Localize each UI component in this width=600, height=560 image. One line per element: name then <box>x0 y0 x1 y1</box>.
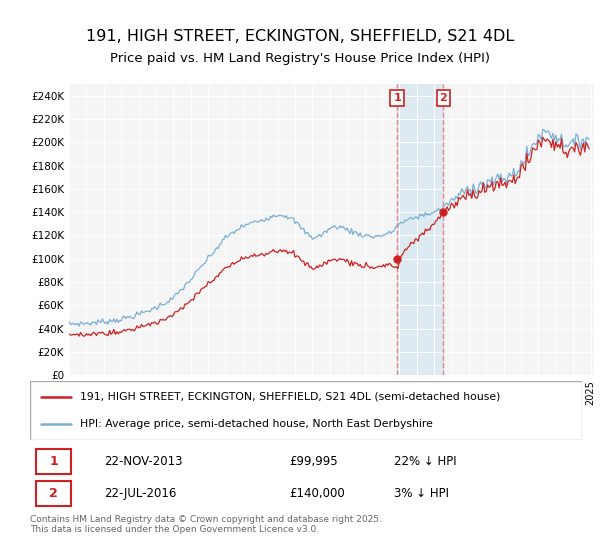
Text: 2: 2 <box>440 93 448 103</box>
Text: 1: 1 <box>393 93 401 103</box>
Text: 22% ↓ HPI: 22% ↓ HPI <box>394 455 457 468</box>
Text: 191, HIGH STREET, ECKINGTON, SHEFFIELD, S21 4DL (semi-detached house): 191, HIGH STREET, ECKINGTON, SHEFFIELD, … <box>80 391 500 402</box>
Text: Contains HM Land Registry data © Crown copyright and database right 2025.
This d: Contains HM Land Registry data © Crown c… <box>30 515 382 534</box>
Text: 22-NOV-2013: 22-NOV-2013 <box>104 455 183 468</box>
FancyBboxPatch shape <box>35 449 71 474</box>
Text: £99,995: £99,995 <box>289 455 338 468</box>
Text: 1: 1 <box>49 455 58 468</box>
Text: 2: 2 <box>49 487 58 500</box>
Text: 191, HIGH STREET, ECKINGTON, SHEFFIELD, S21 4DL: 191, HIGH STREET, ECKINGTON, SHEFFIELD, … <box>86 29 514 44</box>
FancyBboxPatch shape <box>35 481 71 506</box>
Text: 3% ↓ HPI: 3% ↓ HPI <box>394 487 449 500</box>
Text: £140,000: £140,000 <box>289 487 345 500</box>
Text: HPI: Average price, semi-detached house, North East Derbyshire: HPI: Average price, semi-detached house,… <box>80 419 433 429</box>
Text: Price paid vs. HM Land Registry's House Price Index (HPI): Price paid vs. HM Land Registry's House … <box>110 52 490 66</box>
Bar <box>397 84 443 375</box>
Text: 22-JUL-2016: 22-JUL-2016 <box>104 487 177 500</box>
